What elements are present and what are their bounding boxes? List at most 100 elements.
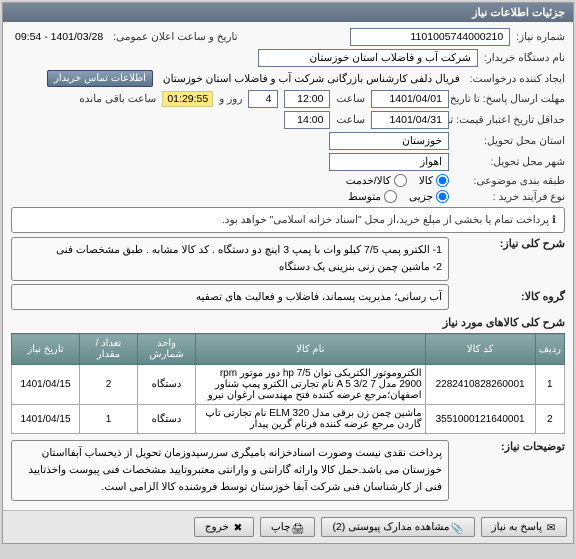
close-button[interactable]: ✖ خروج <box>194 517 254 537</box>
table-cell: 1 <box>535 365 564 405</box>
table-cell: ماشین چمن زن برقی مدل ELM 320 نام تجارتی… <box>196 405 426 434</box>
info-icon: ℹ <box>552 214 556 226</box>
print-button[interactable]: 🖨 چاپ <box>260 517 316 537</box>
city-label: شهر محل تحویل: <box>455 156 565 168</box>
items-table: ردیفکد کالانام کالاواحد شمارشتعداد / مقد… <box>11 333 565 434</box>
deadline-label: مهلت ارسال پاسخ: تا تاریخ: <box>455 93 565 105</box>
details-panel: جزئیات اطلاعات نیاز شماره نیاز: 11010057… <box>2 2 574 544</box>
row-province: استان محل تحویل: خوزستان <box>11 132 565 150</box>
row-requester: ایجاد کننده درخواست: فریال دلفی کارشناس … <box>11 70 565 87</box>
row-need-no: شماره نیاز: 1101005744000210 تاریخ و ساع… <box>11 28 565 46</box>
table-cell: 3551000121640001 <box>425 405 535 434</box>
group-label: گروه کالا: <box>455 290 565 303</box>
requester-value: فریال دلفی کارشناس بازرگانی شرکت آب و فا… <box>159 71 464 87</box>
print-icon: 🖨 <box>294 522 304 532</box>
requester-label: ایجاد کننده درخواست: <box>470 73 565 85</box>
attachment-icon: 📎 <box>454 522 464 532</box>
payment-note: ℹ پرداخت تمام یا بخشی از مبلغ خرید،از مح… <box>11 207 565 233</box>
city-value: اهواز <box>329 153 449 171</box>
attachments-button[interactable]: 📎 مشاهده مدارک پیوستی (2) <box>321 517 474 537</box>
desc-text: پرداخت نقدی نیست وصورت اسنادخزانه بامیگر… <box>11 440 449 500</box>
process-small-label: جزیی <box>409 191 433 203</box>
answer-button-label: پاسخ به نیاز <box>492 521 542 533</box>
valid-time-label: ساعت <box>336 114 365 126</box>
process-label: نوع فرآیند خرید : <box>455 191 565 203</box>
row-group: گروه کالا: آب رسانی؛ مدیریت پسماند، فاضل… <box>11 284 565 311</box>
valid-label: حداقل تاریخ اعتبار قیمت: تا تاریخ: <box>455 114 565 126</box>
row-validity: حداقل تاریخ اعتبار قیمت: تا تاریخ: 1401/… <box>11 111 565 129</box>
days-remaining: 4 <box>248 90 278 108</box>
valid-date: 1401/04/31 <box>371 111 449 129</box>
deadline-time: 12:00 <box>284 90 330 108</box>
row-process: نوع فرآیند خرید : جزیی متوسط <box>11 190 565 203</box>
process-medium-label: متوسط <box>348 191 381 203</box>
need-no-value: 1101005744000210 <box>350 28 510 46</box>
row-summary: شرح کلی نیاز: 1- الکترو پمپ 7/5 کیلو وات… <box>11 237 565 281</box>
process-medium-radio[interactable]: متوسط <box>348 190 397 203</box>
table-header: تاریخ نیاز <box>12 334 80 365</box>
province-label: استان محل تحویل: <box>455 135 565 147</box>
buyer-value: شرکت آب و فاضلاب استان خوزستان <box>258 49 478 67</box>
row-deadline: مهلت ارسال پاسخ: تا تاریخ: 1401/04/01 سا… <box>11 90 565 108</box>
process-small-input[interactable] <box>436 190 449 203</box>
contact-buyer-button[interactable]: اطلاعات تماس خریدار <box>47 70 153 87</box>
table-cell: 1401/04/15 <box>12 405 80 434</box>
desc-label: توضیحات نیاز: <box>455 440 565 453</box>
class-goods-label: کالا <box>419 175 433 187</box>
class-service-input[interactable] <box>394 174 407 187</box>
table-cell: دستگاه <box>138 365 196 405</box>
table-header: تعداد / مقدار <box>80 334 138 365</box>
class-label: طبقه بندی موضوعی: <box>455 175 565 187</box>
process-small-radio[interactable]: جزیی <box>409 190 449 203</box>
table-header: ردیف <box>535 334 564 365</box>
summary-label: شرح کلی نیاز: <box>455 237 565 250</box>
table-header: نام کالا <box>196 334 426 365</box>
process-medium-input[interactable] <box>384 190 397 203</box>
form-area: شماره نیاز: 1101005744000210 تاریخ و ساع… <box>3 22 573 510</box>
province-value: خوزستان <box>329 132 449 150</box>
class-goods-radio[interactable]: کالا <box>419 174 449 187</box>
reply-icon: ✉ <box>546 522 556 532</box>
class-service-label: کالا/خدمت <box>346 175 391 187</box>
deadline-time-label: ساعت <box>336 93 365 105</box>
announce-value: 1401/03/28 - 09:54 <box>11 29 107 45</box>
answer-button[interactable]: ✉ پاسخ به نیاز <box>481 517 567 537</box>
valid-time: 14:00 <box>284 111 330 129</box>
deadline-date: 1401/04/01 <box>371 90 449 108</box>
class-radio-group: کالا کالا/خدمت <box>346 174 449 187</box>
group-text: آب رسانی؛ مدیریت پسماند، فاضلاب و فعالیت… <box>11 284 449 311</box>
table-cell: 2 <box>535 405 564 434</box>
items-thead: ردیفکد کالانام کالاواحد شمارشتعداد / مقد… <box>12 334 565 365</box>
payment-note-text: پرداخت تمام یا بخشی از مبلغ خرید،از محل … <box>222 214 549 226</box>
summary-text: 1- الکترو پمپ 7/5 کیلو وات با پمپ 3 اینچ… <box>11 237 449 281</box>
items-tbody: 12282410828260001الکتروموتور الکتریکی تو… <box>12 365 565 434</box>
table-cell: الکتروموتور الکتریکی توان hp 7/5 دور موت… <box>196 365 426 405</box>
row-classification: طبقه بندی موضوعی: کالا کالا/خدمت <box>11 174 565 187</box>
table-cell: دستگاه <box>138 405 196 434</box>
attachments-button-label: مشاهده مدارک پیوستی (2) <box>332 521 449 533</box>
table-row[interactable]: 23551000121640001ماشین چمن زن برقی مدل E… <box>12 405 565 434</box>
class-service-radio[interactable]: کالا/خدمت <box>346 174 407 187</box>
buyer-label: نام دستگاه خریدار: <box>484 52 565 64</box>
days-label: روز و <box>219 93 242 105</box>
class-goods-input[interactable] <box>436 174 449 187</box>
row-city: شهر محل تحویل: اهواز <box>11 153 565 171</box>
process-radio-group: جزیی متوسط <box>348 190 449 203</box>
timer-suffix: ساعت باقی مانده <box>79 93 156 105</box>
table-cell: 1401/04/15 <box>12 365 80 405</box>
print-button-label: چاپ <box>271 521 291 533</box>
table-row[interactable]: 12282410828260001الکتروموتور الکتریکی تو… <box>12 365 565 405</box>
table-cell: 1 <box>80 405 138 434</box>
close-icon: ✖ <box>233 522 243 532</box>
items-section-label: شرح کلی کالاهای مورد نیاز <box>11 316 565 329</box>
footer-buttons: ✉ پاسخ به نیاز 📎 مشاهده مدارک پیوستی (2)… <box>3 510 573 543</box>
countdown-timer: 01:29:55 <box>162 91 213 107</box>
table-header: کد کالا <box>425 334 535 365</box>
announce-label: تاریخ و ساعت اعلان عمومی: <box>113 31 237 43</box>
table-cell: 2 <box>80 365 138 405</box>
table-header: واحد شمارش <box>138 334 196 365</box>
close-button-label: خروج <box>205 521 229 533</box>
table-cell: 2282410828260001 <box>425 365 535 405</box>
panel-title: جزئیات اطلاعات نیاز <box>3 3 573 22</box>
need-no-label: شماره نیاز: <box>516 31 565 43</box>
